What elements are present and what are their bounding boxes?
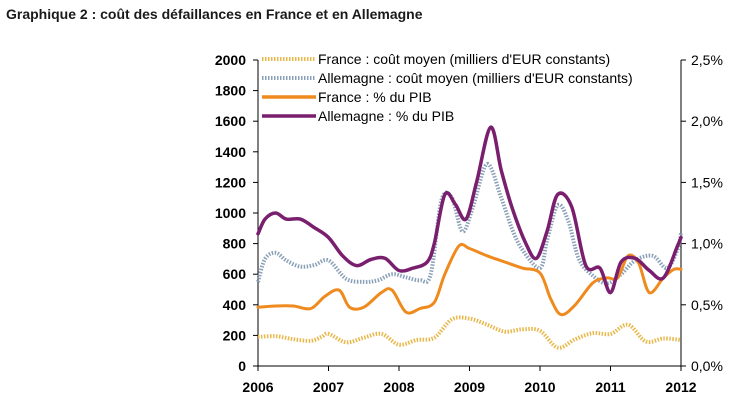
series-line-allemagne-cout-moyen-milliers-d-eur-constants bbox=[256, 162, 683, 286]
y-left-tick-label: 1400 bbox=[215, 144, 246, 160]
y-left-tick-label: 1000 bbox=[215, 205, 246, 221]
y-left-tick-label: 600 bbox=[223, 266, 247, 282]
tick-labels: 0 200 400 600 800 1000 1200 1400 1600 1800 2000 0,0… bbox=[215, 52, 723, 395]
series-lines bbox=[256, 125, 683, 350]
y-right-tick-label: 2,5% bbox=[691, 52, 723, 68]
chart-title: Graphique 2 : coût des défaillances en F… bbox=[6, 6, 423, 22]
axes bbox=[253, 59, 686, 371]
y-right-tick-label: 1,5% bbox=[691, 174, 723, 190]
x-tick-label: 2006 bbox=[242, 379, 273, 395]
y-right-tick-label: 0,0% bbox=[691, 358, 723, 374]
y-left-tick-label: 1600 bbox=[215, 113, 246, 129]
legend-france-du-pib-label: France : % du PIB bbox=[318, 89, 432, 105]
legend-allemagne-cout-moyen-milliers-d-eur-constants-label: Allemagne : coût moyen (milliers d'EUR c… bbox=[318, 70, 633, 86]
legend-allemagne-du-pib-label: Allemagne : % du PIB bbox=[318, 108, 454, 124]
series-line-france-du-pib bbox=[256, 242, 683, 317]
x-tick-label: 2012 bbox=[665, 379, 696, 395]
x-tick-label: 2009 bbox=[454, 379, 485, 395]
y-left-tick-label: 800 bbox=[223, 236, 247, 252]
y-left-tick-label: 0 bbox=[238, 358, 246, 374]
x-tick-label: 2008 bbox=[383, 379, 414, 395]
y-left-tick-label: 1200 bbox=[215, 174, 246, 190]
y-left-tick-label: 200 bbox=[223, 327, 247, 343]
series-line-allemagne-du-pib bbox=[256, 125, 683, 295]
y-right-tick-label: 0,5% bbox=[691, 297, 723, 313]
y-left-tick-label: 2000 bbox=[215, 52, 246, 68]
x-tick-label: 2010 bbox=[524, 379, 555, 395]
y-left-tick-label: 400 bbox=[223, 297, 247, 313]
x-tick-label: 2007 bbox=[313, 379, 344, 395]
y-left-tick-label: 1800 bbox=[215, 83, 246, 99]
legend-france-cout-moyen-milliers-d-eur-constants-label: France : coût moyen (milliers d'EUR cons… bbox=[318, 51, 610, 67]
series-line-france-cout-moyen-milliers-d-eur-constants bbox=[257, 315, 682, 350]
legend: France : coût moyen (milliers d'EUR cons… bbox=[262, 51, 633, 124]
x-tick-label: 2011 bbox=[595, 379, 626, 395]
y-right-tick-label: 2,0% bbox=[691, 113, 723, 129]
y-right-tick-label: 1,0% bbox=[691, 236, 723, 252]
